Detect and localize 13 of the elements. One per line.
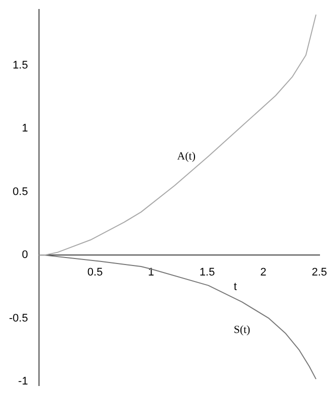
y-tick-label: 0.5 (12, 186, 28, 198)
y-tick-label: 1 (22, 122, 28, 135)
x-tick-label: 2.5 (312, 266, 328, 279)
y-tick-label: 1.5 (12, 59, 28, 72)
series-label: S(t) (234, 324, 251, 336)
x-tick-label: 2 (260, 266, 266, 279)
x-tick-label: 1.5 (200, 266, 215, 279)
y-tick-label: -1 (18, 376, 28, 388)
x-axis-title: t (234, 281, 237, 294)
series-label: A(t) (177, 150, 196, 162)
y-tick-label: -0.5 (8, 312, 28, 324)
x-tick-label: 0.5 (87, 266, 103, 279)
y-tick-label: 0 (22, 249, 28, 262)
